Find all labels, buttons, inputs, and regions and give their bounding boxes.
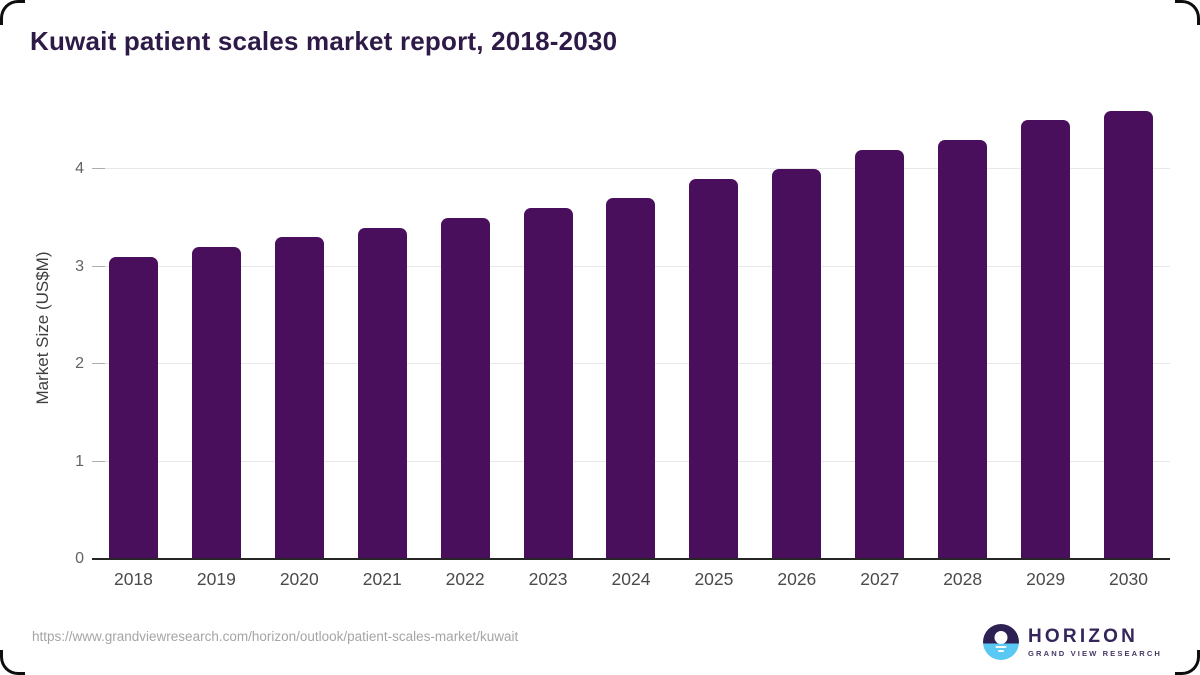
bar-2022 (440, 217, 490, 559)
bar-slot-2029 (1004, 90, 1087, 559)
x-tick-label-2020: 2020 (279, 569, 319, 589)
x-tick-label-2027: 2027 (860, 569, 900, 589)
sun-icon (994, 630, 1008, 644)
y-tick-mark-3 (92, 265, 105, 267)
bar-slot-2023 (507, 90, 590, 559)
x-tick-labels: 2018 2019 2020 2021 2022 2023 2024 2025 2026 2027… (92, 569, 1170, 590)
brand-logo: HORIZON GRAND VIEW RESEARCH (983, 624, 1162, 660)
bar-slot-2018 (92, 90, 175, 559)
bar-slot-2025 (672, 90, 755, 559)
bar-slot-2028 (921, 90, 1004, 559)
x-tick-label-2023: 2023 (528, 569, 568, 589)
y-tick-mark-1 (92, 460, 105, 462)
x-tick-label-2025: 2025 (694, 569, 734, 589)
bar-2024 (606, 198, 656, 559)
bar-slot-2022 (424, 90, 507, 559)
bar-2023 (523, 208, 573, 559)
bar-2028 (938, 139, 988, 559)
source-url: https://www.grandviewresearch.com/horizo… (32, 629, 519, 644)
y-tick-label-2: 2 (75, 355, 84, 372)
logo-tagline: GRAND VIEW RESEARCH (1028, 648, 1162, 658)
plot-area (92, 90, 1170, 560)
x-tick-label-2030: 2030 (1109, 569, 1148, 589)
y-tick-mark-2 (92, 363, 105, 364)
x-tick-label-2018: 2018 (113, 569, 153, 589)
logo-text: HORIZON GRAND VIEW RESEARCH (1028, 625, 1162, 658)
x-axis-line (92, 558, 1170, 560)
card-corner-bottom-left (0, 650, 25, 675)
bar-2026 (772, 169, 822, 559)
x-tick-label-2019: 2019 (196, 569, 236, 589)
bar-2021 (357, 227, 407, 559)
gridline-4 (92, 168, 1170, 169)
bar-2025 (689, 178, 739, 559)
bar-slot-2019 (175, 90, 258, 559)
bar-slot-2027 (838, 90, 921, 559)
bar-2027 (855, 149, 905, 559)
x-tick-label-2021: 2021 (362, 569, 402, 589)
card-corner-bottom-right (1175, 650, 1200, 675)
bar-2029 (1021, 120, 1071, 559)
wave-line-icon (995, 646, 1007, 648)
horizon-sunrise-icon (983, 624, 1020, 660)
bar-slot-2021 (341, 90, 424, 559)
bar-2030 (1104, 110, 1154, 559)
bar-slot-2026 (755, 90, 838, 559)
wave-line-icon (998, 650, 1005, 652)
x-tick-label-2022: 2022 (445, 569, 485, 589)
bar-2019 (191, 247, 241, 559)
bars-layer (92, 90, 1170, 559)
y-tick-label-4: 4 (75, 160, 84, 177)
y-tick-label-0: 0 (75, 550, 84, 567)
x-tick-label-2029: 2029 (1026, 569, 1066, 589)
bar-2020 (274, 237, 324, 559)
y-tick-label-3: 3 (75, 257, 84, 275)
bar-slot-2024 (590, 90, 673, 559)
y-tick-label-1: 1 (75, 452, 84, 470)
bar-slot-2020 (258, 90, 341, 559)
y-tick-mark-4 (92, 168, 105, 169)
card-corner-top-left (0, 0, 25, 25)
logo-name: HORIZON (1028, 625, 1139, 647)
x-tick-label-2026: 2026 (777, 569, 817, 589)
x-tick-label-2024: 2024 (611, 569, 651, 589)
x-tick-label-2028: 2028 (943, 569, 983, 589)
bar-2018 (108, 256, 158, 559)
bar-slot-2030 (1087, 90, 1170, 559)
card-corner-top-right (1175, 0, 1200, 25)
page-title: Kuwait patient scales market report, 201… (30, 26, 618, 56)
